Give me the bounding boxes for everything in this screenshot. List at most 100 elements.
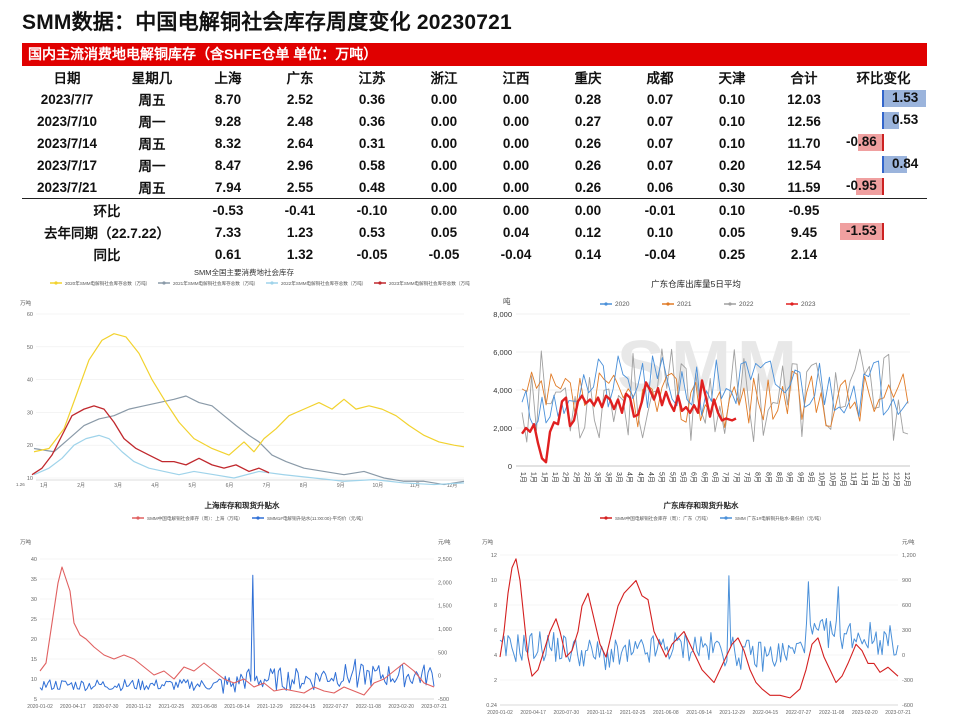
value-cell: 0.10 — [696, 198, 768, 221]
value-cell: 0.06 — [646, 179, 674, 195]
column-header: 浙江 — [430, 71, 458, 86]
x-tick-label: 11月 — [850, 472, 858, 486]
change-value: 0.53 — [892, 112, 919, 127]
date-cell: 2023/7/17 — [36, 157, 98, 173]
legend-label: SMM中国电解铜社会库存（周）：广东（万吨） — [615, 515, 711, 522]
x-tick-label: 10月 — [373, 483, 384, 489]
y-tick-label: 8,000 — [493, 310, 512, 319]
value-cell: 2.52 — [286, 91, 314, 107]
column-header: 广东 — [286, 71, 314, 86]
value-cell: 7.33 — [214, 224, 242, 240]
value-cell: 2.48 — [286, 113, 314, 129]
legend-label: 2023 — [801, 301, 816, 308]
column-header: 合计 — [790, 71, 818, 86]
x-tick-label: 2023-02-20 — [388, 704, 414, 710]
value-cell: 0.00 — [430, 113, 458, 129]
x-tick-label: 11月 — [860, 472, 868, 486]
x-tick-label: 2月 — [572, 472, 580, 483]
y-left-tick-label: 10 — [491, 578, 497, 584]
table-header-row: 日期 星期几 上海 广东 江苏 浙江 江西 重庆 成都 天津 合计 环比变化 — [22, 66, 927, 88]
legend-marker — [728, 302, 732, 306]
change-value: -0.86 — [846, 134, 877, 149]
value-cell: 2.14 — [790, 246, 818, 262]
value-cell: 0.10 — [646, 224, 674, 240]
change-cell: 0.53 — [840, 110, 927, 132]
value-cell: 0.14 — [574, 246, 602, 262]
y-left-tick-label: 2 — [494, 678, 497, 684]
x-tick-label: 1月 — [530, 472, 538, 483]
y-right-tick-label: 1,200 — [902, 553, 916, 559]
x-tick-label: 4月 — [626, 472, 634, 483]
y-right-tick-label: 2,500 — [438, 557, 452, 563]
summary-row: 同比 0.61 1.32 -0.05 -0.05 -0.04 0.14 -0.04 0.25 2.… — [22, 243, 927, 265]
summary-row: 去年同期（22.7.22） 7.33 1.23 0.53 0.05 0.04 0.12 0.1… — [22, 221, 927, 243]
x-tick-label: 2020-07-30 — [554, 710, 580, 716]
change-bar — [855, 178, 884, 195]
change-cell: -0.95 — [840, 176, 927, 199]
y-tick-label: 30 — [27, 410, 33, 416]
x-tick-label: 2021-02-25 — [620, 710, 646, 716]
y-right-tick-label: 1,500 — [438, 604, 452, 610]
change-bar — [858, 134, 884, 151]
x-tick-label: 3月 — [114, 483, 122, 489]
x-tick-label: 7月 — [743, 472, 751, 483]
guangdong-stock-premium-chart: 广东库存和现货升贴水 SMM中国电解铜社会库存（周）：广东（万吨） SMM 广东1… — [470, 497, 932, 723]
y-left-tick-label: 8 — [494, 603, 497, 609]
x-tick-label: 2020-11-12 — [587, 710, 612, 716]
legend-marker — [666, 302, 670, 306]
value-cell: 0.00 — [552, 198, 624, 221]
value-cell: 0.00 — [502, 179, 530, 195]
legend-label: SMM1#电解铜升贴水(11:00:00)-平均价（元/吨） — [267, 515, 366, 522]
date-cell: 2023/7/14 — [36, 135, 98, 151]
x-tick-label: 11月 — [871, 472, 879, 486]
y-right-tick-label: 500 — [438, 650, 447, 656]
x-tick-label: 2020-01-02 — [487, 710, 513, 716]
legend-marker — [604, 516, 608, 520]
x-tick-label: 2020-04-17 — [60, 704, 86, 710]
column-header: 成都 — [646, 71, 674, 86]
value-cell: 0.07 — [646, 91, 674, 107]
x-tick-label: 5月 — [679, 472, 687, 483]
x-tick-label: 12月 — [882, 472, 890, 487]
value-cell: 0.10 — [718, 135, 746, 151]
x-tick-label: 3月 — [594, 472, 602, 483]
x-tick-label: 2022-07-27 — [323, 704, 349, 710]
value-cell: 8.32 — [214, 135, 242, 151]
y-unit-right: 元/吨 — [902, 538, 915, 546]
weekday-cell: 周一 — [138, 159, 166, 174]
x-tick-label: 11月 — [410, 483, 420, 489]
x-tick-label: 5月 — [668, 472, 676, 483]
x-tick-label: 2月 — [77, 483, 85, 489]
value-cell: 0.00 — [430, 91, 458, 107]
premium-line — [39, 574, 435, 694]
series-2020-line — [521, 355, 909, 428]
value-cell: 0.00 — [430, 179, 458, 195]
legend-label: SMM中国电解铜社会库存（周）：上海（万吨） — [147, 515, 243, 522]
stock-line — [499, 558, 899, 699]
value-cell: 0.00 — [480, 198, 552, 221]
legend-marker — [270, 281, 274, 285]
column-header: 江苏 — [358, 71, 386, 86]
y-right-tick-label: 600 — [902, 603, 911, 609]
x-tick-label: 6月 — [700, 472, 708, 483]
legend-label: SMM 广东1#电解铜升贴水-最低价（元/吨） — [735, 515, 824, 522]
change-bar — [839, 223, 884, 240]
x-tick-label: 2020-04-17 — [520, 710, 546, 716]
weekday-cell: 周五 — [138, 93, 166, 108]
value-cell: 0.28 — [574, 91, 602, 107]
x-tick-label: 2022-11-08 — [356, 704, 381, 710]
value-cell: -0.41 — [264, 198, 336, 221]
value-cell: 0.53 — [358, 224, 386, 240]
x-tick-label: 3月 — [604, 472, 612, 483]
change-value: 1.53 — [892, 90, 919, 105]
series-2022-line — [33, 434, 465, 486]
x-tick-label: 6月 — [226, 483, 234, 489]
value-cell: -0.10 — [336, 198, 408, 221]
value-cell: 12.56 — [787, 113, 821, 129]
x-tick-label: 2021-06-08 — [653, 710, 679, 716]
value-cell: 1.32 — [286, 246, 314, 262]
column-header: 重庆 — [574, 71, 602, 86]
legend-marker — [724, 516, 728, 520]
x-tick-label: 12月 — [892, 472, 900, 487]
value-cell: 0.48 — [358, 179, 386, 195]
